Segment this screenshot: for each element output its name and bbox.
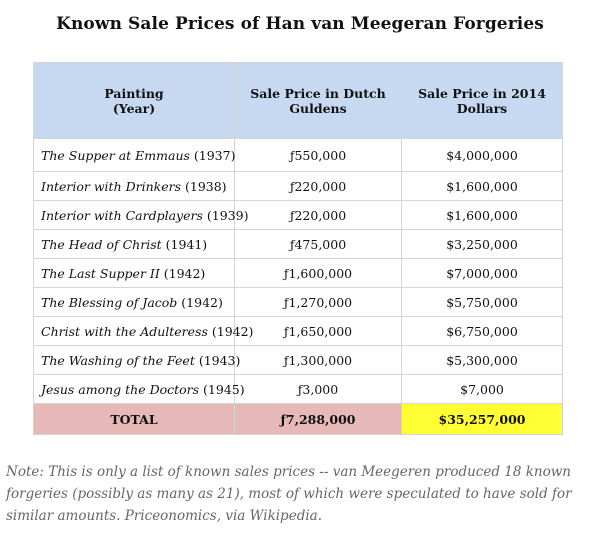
painting-year: (1942) — [177, 294, 223, 310]
painting-cell: The Blessing of Jacob (1942) — [33, 287, 235, 317]
painting-title: The Washing of the Feet — [41, 352, 195, 368]
total-label: TOTAL — [33, 403, 235, 435]
dollars-cell: $1,600,000 — [401, 171, 563, 201]
painting-year: (1945) — [199, 381, 245, 397]
painting-cell: Interior with Cardplayers (1939) — [33, 200, 248, 230]
footnote: Note: This is only a list of known sales… — [6, 464, 572, 524]
painting-title: Jesus among the Doctors — [41, 381, 200, 397]
guldens-cell: ƒ220,000 — [234, 200, 402, 230]
total-row: TOTAL ƒ7,288,000 $35,257,000 — [33, 403, 563, 435]
guldens-cell: ƒ1,270,000 — [234, 287, 402, 317]
guldens-cell: ƒ475,000 — [234, 229, 402, 259]
painting-title: The Last Supper II — [41, 265, 160, 281]
total-dollars: $35,257,000 — [401, 403, 563, 435]
painting-title: Interior with Cardplayers — [41, 207, 203, 223]
column-header-painting: Painting (Year) — [33, 62, 235, 139]
painting-year: (1938) — [181, 178, 227, 194]
dollars-cell: $7,000,000 — [401, 258, 563, 288]
table-row: The Washing of the Feet (1943) ƒ1,300,00… — [33, 345, 563, 375]
painting-title: Interior with Drinkers — [41, 178, 182, 194]
column-header-dollars: Sale Price in 2014 Dollars — [401, 62, 563, 139]
painting-title: The Supper at Emmaus — [41, 147, 190, 163]
table-row: The Last Supper II (1942) ƒ1,600,000 $7,… — [33, 258, 563, 288]
painting-year: (1937) — [189, 147, 236, 163]
total-guldens: ƒ7,288,000 — [234, 403, 402, 435]
column-header-guldens: Sale Price in Dutch Guldens — [234, 62, 402, 139]
painting-cell: The Supper at Emmaus (1937) — [33, 138, 236, 172]
painting-year: (1939) — [202, 207, 249, 223]
painting-title: The Head of Christ — [41, 236, 162, 252]
table-row: Interior with Cardplayers (1939) ƒ220,00… — [33, 200, 563, 230]
painting-cell: The Washing of the Feet (1943) — [33, 345, 240, 375]
forgery-prices-table: Painting (Year) Sale Price in Dutch Guld… — [33, 62, 563, 435]
painting-year: (1943) — [194, 352, 241, 368]
dollars-cell: $5,300,000 — [401, 345, 563, 375]
dollars-cell: $4,000,000 — [401, 138, 563, 172]
guldens-cell: ƒ1,300,000 — [234, 345, 402, 375]
guldens-cell: ƒ3,000 — [234, 374, 402, 404]
painting-year: (1941) — [161, 236, 208, 252]
dollars-cell: $3,250,000 — [401, 229, 563, 259]
painting-title: The Blessing of Jacob — [41, 294, 178, 310]
guldens-cell: ƒ220,000 — [234, 171, 402, 201]
table-header-row: Painting (Year) Sale Price in Dutch Guld… — [33, 62, 563, 139]
painting-title: Christ with the Adulteress — [41, 323, 208, 339]
table-row: Interior with Drinkers (1938) ƒ220,000 $… — [33, 171, 563, 201]
table-row: Jesus among the Doctors (1945) ƒ3,000 $7… — [33, 374, 563, 404]
guldens-cell: ƒ550,000 — [234, 138, 402, 172]
table-row: The Head of Christ (1941) ƒ475,000 $3,25… — [33, 229, 563, 259]
table-row: The Supper at Emmaus (1937) ƒ550,000 $4,… — [33, 138, 563, 172]
table-row: The Blessing of Jacob (1942) ƒ1,270,000 … — [33, 287, 563, 317]
painting-cell: The Last Supper II (1942) — [33, 258, 235, 288]
dollars-cell: $7,000 — [401, 374, 563, 404]
dollars-cell: $1,600,000 — [401, 200, 563, 230]
guldens-cell: ƒ1,600,000 — [234, 258, 402, 288]
table-row: Christ with the Adulteress (1942) ƒ1,650… — [33, 316, 563, 346]
painting-cell: The Head of Christ (1941) — [33, 229, 235, 259]
painting-cell: Jesus among the Doctors (1945) — [33, 374, 245, 404]
dollars-cell: $6,750,000 — [401, 316, 563, 346]
painting-year: (1942) — [207, 323, 254, 339]
guldens-cell: ƒ1,650,000 — [234, 316, 402, 346]
dollars-cell: $5,750,000 — [401, 287, 563, 317]
painting-cell: Interior with Drinkers (1938) — [33, 171, 235, 201]
painting-cell: Christ with the Adulteress (1942) — [33, 316, 253, 346]
painting-year: (1942) — [159, 265, 206, 281]
page-title: Known Sale Prices of Han van Meegeran Fo… — [56, 14, 544, 34]
